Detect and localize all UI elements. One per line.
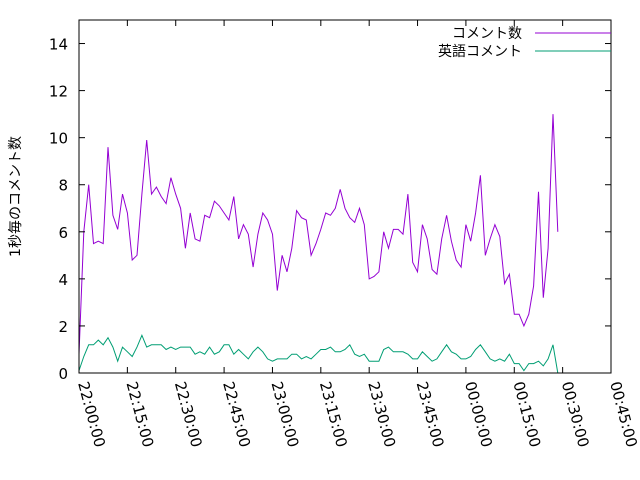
y-tick-label: 12 xyxy=(49,83,68,101)
plot-frame xyxy=(78,19,612,374)
y-tick-label: 0 xyxy=(58,365,68,383)
y-tick-label: 10 xyxy=(49,130,68,148)
legend-label-2: 英語コメント xyxy=(438,43,522,60)
y-axis-title: 1秒毎のコメント数 xyxy=(8,136,24,257)
series-layer xyxy=(78,114,559,374)
y-tick-label: 2 xyxy=(58,318,68,336)
legend-label-1: コメント数 xyxy=(452,26,522,42)
y-tick-label: 14 xyxy=(49,36,68,54)
series-line-1 xyxy=(78,114,559,355)
y-tick-label: 6 xyxy=(58,224,68,242)
y-tick-label: 4 xyxy=(58,271,68,289)
y-tick-label: 8 xyxy=(58,177,68,195)
series-line-2 xyxy=(78,333,559,374)
